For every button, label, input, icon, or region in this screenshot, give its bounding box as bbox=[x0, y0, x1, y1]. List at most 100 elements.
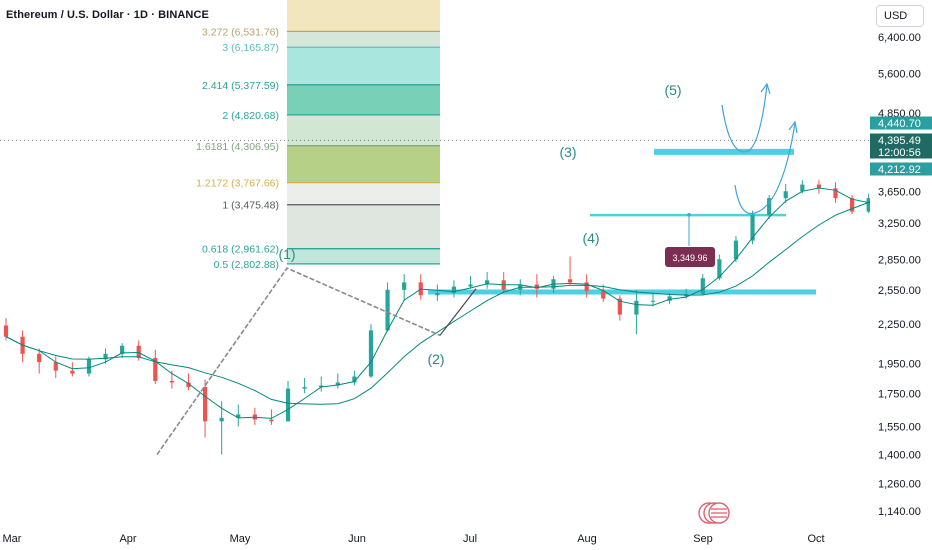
fib-zone-grey bbox=[287, 204, 440, 249]
price-label-box-1 bbox=[870, 133, 932, 147]
candle-44 bbox=[733, 240, 739, 260]
time-tick-label: May bbox=[230, 533, 251, 545]
projection-arrow-lower bbox=[734, 122, 796, 215]
candle-10 bbox=[169, 380, 174, 383]
marker-label: 3,349.96 bbox=[672, 253, 707, 263]
candle-43 bbox=[717, 259, 722, 279]
currency-button[interactable]: USD bbox=[876, 5, 924, 27]
candle-23 bbox=[385, 289, 390, 331]
support-zone-lower bbox=[428, 289, 816, 295]
candle-28 bbox=[468, 284, 473, 287]
candle-14 bbox=[236, 414, 241, 418]
ma-slow-line bbox=[5, 170, 932, 405]
tradingview-logo-icon bbox=[698, 502, 730, 524]
candle-12 bbox=[202, 387, 208, 422]
price-tick-label: 3,250.00 bbox=[878, 218, 921, 230]
price-tick-label: 2,250.00 bbox=[878, 319, 921, 331]
candle-32 bbox=[534, 284, 539, 289]
candle-52 bbox=[866, 198, 871, 212]
price-tick-label: 1,260.00 bbox=[878, 479, 921, 491]
price-tick-label: 1,750.00 bbox=[878, 388, 921, 400]
fib-label-4: 1.6181 (4,306.95) bbox=[196, 141, 279, 153]
support-zone-upper bbox=[654, 148, 794, 155]
fib-zone-green bbox=[287, 84, 440, 115]
price-tick-label: 2,850.00 bbox=[878, 254, 921, 266]
candle-0 bbox=[3, 325, 9, 337]
wave-label-3: (3) bbox=[559, 144, 576, 160]
price-tick-label: 1,400.00 bbox=[878, 450, 921, 462]
fib-zone-0 bbox=[287, 31, 440, 48]
price-label-1: 4,395.49 bbox=[878, 135, 921, 147]
fib-zone-5 bbox=[287, 182, 440, 205]
wave-label-5: (5) bbox=[664, 82, 681, 98]
price-tick-label: 2,550.00 bbox=[878, 285, 921, 297]
wave-trend-solid bbox=[439, 288, 477, 336]
candle-51 bbox=[849, 198, 855, 212]
time-tick-label: Oct bbox=[807, 533, 824, 545]
candle-9 bbox=[153, 357, 158, 381]
price-label-0: 4,440.70 bbox=[878, 118, 921, 130]
projection-arrow-upper bbox=[721, 84, 768, 153]
candle-20 bbox=[335, 382, 340, 386]
marker-dot bbox=[687, 213, 691, 217]
price-tick-label: 1,950.00 bbox=[878, 359, 921, 371]
price-label-box-0 bbox=[870, 116, 932, 130]
price-tick-label: 5,600.00 bbox=[878, 69, 921, 81]
candle-3 bbox=[53, 362, 58, 371]
price-label-box-3 bbox=[870, 162, 932, 176]
fib-label-2: 2.414 (5,377.59) bbox=[202, 80, 279, 92]
candle-19 bbox=[319, 385, 324, 388]
candle-17 bbox=[285, 388, 291, 422]
candle-37 bbox=[617, 298, 622, 315]
price-axis bbox=[870, 0, 932, 526]
candle-7 bbox=[120, 345, 125, 354]
symbol-title: Ethereum / U.S. Dollar · 1D · BINANCE bbox=[6, 9, 209, 21]
projection-arrow-upper-head bbox=[760, 82, 771, 95]
marker-box bbox=[665, 247, 715, 267]
time-tick-label: Sep bbox=[693, 533, 713, 545]
wave-label-4: (4) bbox=[582, 230, 599, 246]
candle-29 bbox=[485, 280, 490, 285]
projection-arrow-lower-head bbox=[788, 120, 798, 134]
wave-label-1: (1) bbox=[278, 246, 295, 262]
price-label-box-2 bbox=[870, 145, 932, 159]
time-tick-label: Aug bbox=[577, 533, 597, 545]
candle-26 bbox=[435, 293, 440, 296]
candle-16 bbox=[269, 419, 274, 422]
wave-trend-dashed bbox=[156, 267, 441, 456]
fib-label-1: 3 (6,165.87) bbox=[222, 42, 279, 54]
candle-11 bbox=[186, 382, 191, 388]
candle-6 bbox=[103, 353, 108, 360]
candle-45 bbox=[750, 214, 755, 241]
candle-47 bbox=[783, 191, 788, 199]
candle-38 bbox=[634, 300, 639, 315]
fib-zone-7 bbox=[287, 248, 440, 264]
candle-35 bbox=[584, 282, 589, 291]
candle-4 bbox=[70, 370, 75, 374]
candle-21 bbox=[352, 376, 357, 383]
price-label-2: 12:00:56 bbox=[878, 147, 921, 159]
candle-18 bbox=[302, 387, 307, 389]
candle-22 bbox=[368, 330, 374, 377]
fib-zone-golden bbox=[287, 145, 440, 183]
fib-label-8: 0.5 (2,802.88) bbox=[214, 259, 279, 271]
price-tick-label: 3,650.00 bbox=[878, 186, 921, 198]
fib-zone-cyan bbox=[287, 47, 440, 85]
candle-13 bbox=[219, 417, 224, 422]
time-tick-label: Jul bbox=[463, 533, 477, 545]
time-tick-label: Jun bbox=[348, 533, 366, 545]
price-tick-label: 1,550.00 bbox=[878, 422, 921, 434]
candle-50 bbox=[833, 188, 838, 199]
candle-24 bbox=[402, 282, 407, 290]
candle-49 bbox=[816, 184, 822, 189]
candle-2 bbox=[37, 353, 42, 363]
candle-40 bbox=[667, 296, 672, 301]
fib-zone-3 bbox=[287, 114, 440, 146]
fib-label-3: 2 (4,820.68) bbox=[222, 110, 279, 122]
fib-label-6: 1 (3,475.48) bbox=[222, 200, 279, 212]
price-label-3: 4,212.92 bbox=[878, 164, 921, 176]
time-tick-label: Mar bbox=[3, 533, 22, 545]
candle-36 bbox=[601, 290, 606, 299]
